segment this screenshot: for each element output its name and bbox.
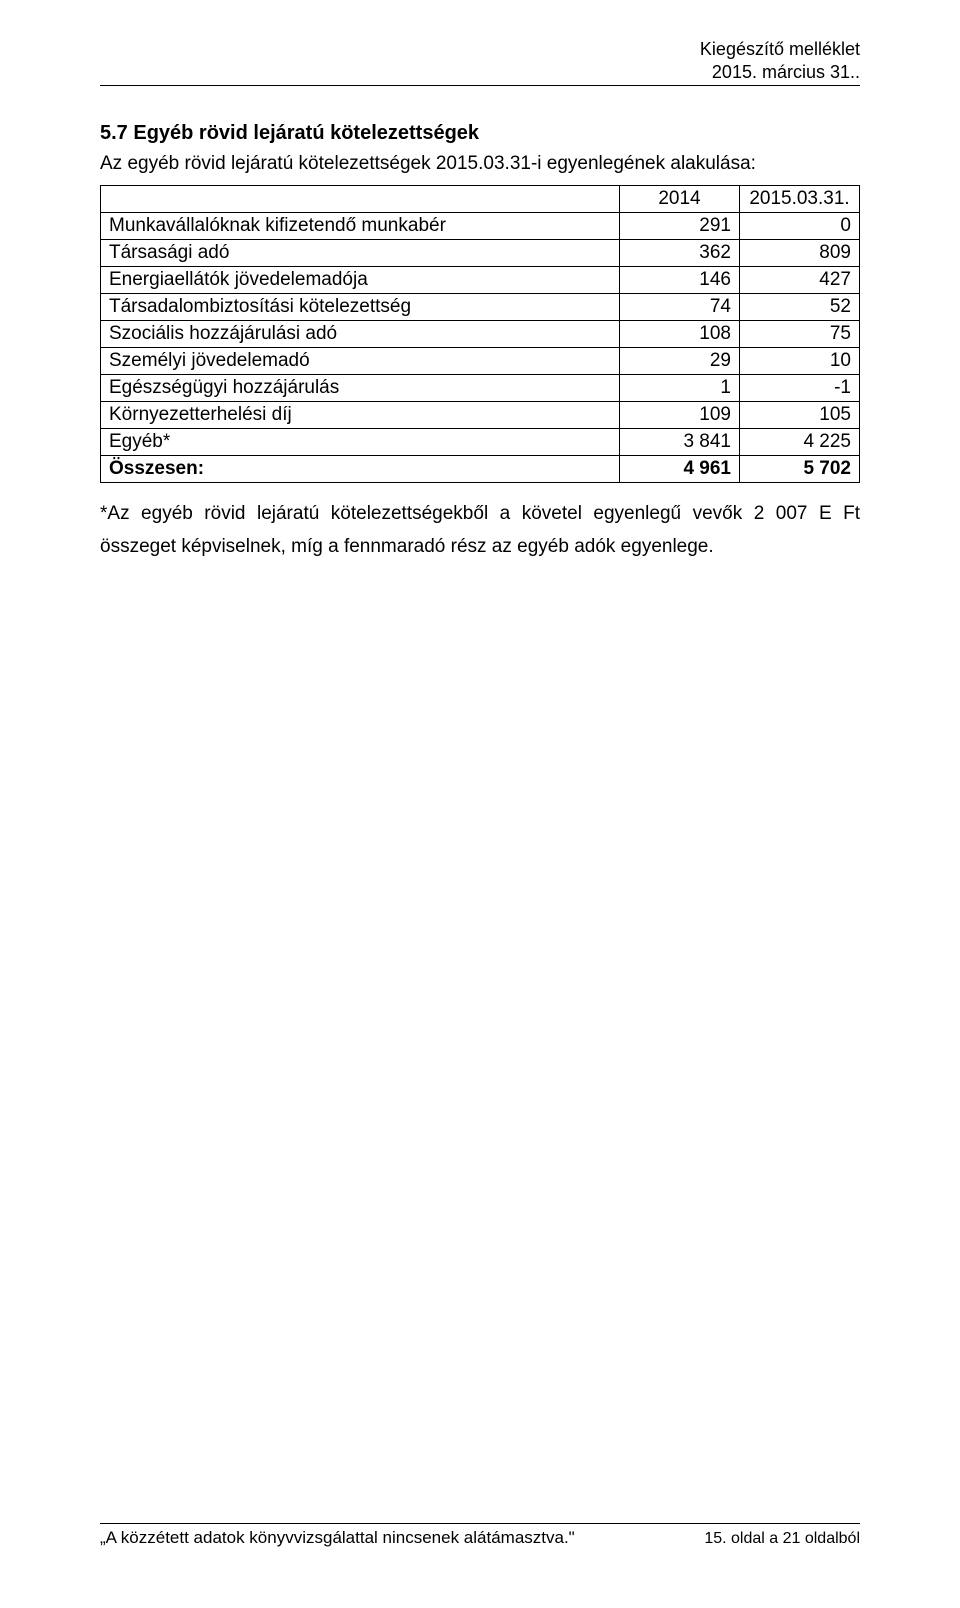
row-value-2015: 427	[740, 267, 860, 294]
row-label: Egészségügyi hozzájárulás	[101, 375, 620, 402]
document-page: Kiegészítő melléklet 2015. március 31.. …	[0, 0, 960, 1608]
row-value-2014: 1	[620, 375, 740, 402]
row-value-2014: 362	[620, 240, 740, 267]
row-label: Társadalombiztosítási kötelezettség	[101, 294, 620, 321]
row-value-2014: 109	[620, 402, 740, 429]
table-header-blank	[101, 186, 620, 213]
table-row: Társasági adó 362 809	[101, 240, 860, 267]
row-value-2015: 75	[740, 321, 860, 348]
row-value-2014: 108	[620, 321, 740, 348]
page-footer: „A közzétett adatok könyvvizsgálattal ni…	[100, 1523, 860, 1548]
section-title: 5.7 Egyéb rövid lejáratú kötelezettségek	[100, 122, 860, 145]
row-value-2014: 3 841	[620, 429, 740, 456]
row-value-2014: 146	[620, 267, 740, 294]
table-header-row: 2014 2015.03.31.	[101, 186, 860, 213]
liabilities-table: 2014 2015.03.31. Munkavállalóknak kifize…	[100, 185, 860, 483]
total-2014: 4 961	[620, 456, 740, 483]
section-intro: Az egyéb rövid lejáratú kötelezettségek …	[100, 153, 860, 175]
total-label: Összesen:	[101, 456, 620, 483]
row-value-2015: 0	[740, 213, 860, 240]
footer-rule	[100, 1523, 860, 1524]
row-value-2015: 52	[740, 294, 860, 321]
table-row: Környezetterhelési díj 109 105	[101, 402, 860, 429]
total-2015: 5 702	[740, 456, 860, 483]
table-row: Munkavállalóknak kifizetendő munkabér 29…	[101, 213, 860, 240]
table-header-2014: 2014	[620, 186, 740, 213]
table-row: Egészségügyi hozzájárulás 1 -1	[101, 375, 860, 402]
row-value-2015: 10	[740, 348, 860, 375]
page-header: Kiegészítő melléklet 2015. március 31..	[100, 38, 860, 86]
row-value-2014: 29	[620, 348, 740, 375]
row-value-2015: -1	[740, 375, 860, 402]
header-line-1: Kiegészítő melléklet	[100, 38, 860, 61]
footer-quote: „A közzétett adatok könyvvizsgálattal ni…	[100, 1528, 575, 1548]
table-row: Egyéb* 3 841 4 225	[101, 429, 860, 456]
table-row: Szociális hozzájárulási adó 108 75	[101, 321, 860, 348]
row-label: Munkavállalóknak kifizetendő munkabér	[101, 213, 620, 240]
row-label: Energiaellátók jövedelemadója	[101, 267, 620, 294]
footnote-text: *Az egyéb rövid lejáratú kötelezettségek…	[100, 497, 860, 564]
row-label: Társasági adó	[101, 240, 620, 267]
table-row: Társadalombiztosítási kötelezettség 74 5…	[101, 294, 860, 321]
row-value-2014: 291	[620, 213, 740, 240]
table-total-row: Összesen: 4 961 5 702	[101, 456, 860, 483]
table-row: Személyi jövedelemadó 29 10	[101, 348, 860, 375]
row-label: Személyi jövedelemadó	[101, 348, 620, 375]
row-value-2015: 809	[740, 240, 860, 267]
row-value-2015: 105	[740, 402, 860, 429]
row-label: Környezetterhelési díj	[101, 402, 620, 429]
table-row: Energiaellátók jövedelemadója 146 427	[101, 267, 860, 294]
row-label: Szociális hozzájárulási adó	[101, 321, 620, 348]
row-label: Egyéb*	[101, 429, 620, 456]
table-header-2015: 2015.03.31.	[740, 186, 860, 213]
row-value-2014: 74	[620, 294, 740, 321]
footer-page-number: 15. oldal a 21 oldalból	[704, 1530, 860, 1548]
header-line-2: 2015. március 31..	[100, 61, 860, 84]
row-value-2015: 4 225	[740, 429, 860, 456]
